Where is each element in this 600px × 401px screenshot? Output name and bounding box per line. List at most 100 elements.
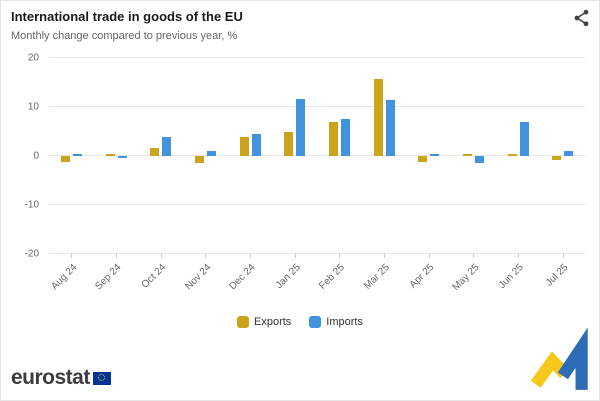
bar-exports-may-25	[462, 154, 472, 156]
bar-imports-aug-24	[72, 154, 82, 156]
bar-exports-jan-25	[284, 132, 294, 156]
x-tick-label: Jun 25	[496, 262, 526, 292]
bar-group-oct-24	[138, 58, 183, 254]
x-tick-cell: Dec 24	[228, 254, 273, 308]
x-tick-mark	[384, 254, 386, 258]
bar-imports-nov-24	[206, 150, 216, 156]
y-tick-label: -10	[24, 199, 39, 211]
share-icon	[574, 9, 588, 27]
gridline	[49, 204, 585, 205]
x-tick-mark	[250, 254, 252, 258]
x-tick-label: Feb 25	[317, 262, 348, 292]
bar-imports-dec-24	[251, 133, 261, 156]
bar-exports-apr-25	[418, 156, 428, 162]
x-tick-cell: Apr 25	[406, 254, 451, 308]
y-tick-label: -20	[24, 248, 39, 260]
bar-exports-jul-25	[552, 156, 562, 161]
x-tick-mark	[339, 254, 341, 258]
x-tick-mark	[562, 254, 564, 258]
bar-exports-nov-24	[194, 156, 204, 163]
bar-exports-aug-24	[60, 156, 70, 163]
bar-group-may-25	[451, 58, 496, 254]
y-tick-label: 10	[27, 101, 39, 113]
x-tick-cell: May 25	[450, 254, 496, 308]
eu-flag-icon	[92, 371, 111, 385]
x-tick-mark	[473, 254, 475, 258]
y-tick-label: 0	[33, 150, 39, 162]
x-tick-cell: Oct 24	[138, 254, 183, 308]
x-tick-label: Aug 24	[48, 262, 80, 293]
bar-exports-sep-24	[105, 153, 115, 156]
x-tick-label: May 25	[450, 262, 482, 293]
x-tick-mark	[71, 254, 73, 258]
bar-group-aug-24	[49, 58, 94, 254]
share-button[interactable]	[570, 7, 592, 29]
bar-group-jan-25	[272, 58, 317, 254]
chart-header: International trade in goods of the EU M…	[11, 9, 559, 42]
x-tick-label: Jan 25	[273, 262, 303, 292]
x-tick-cell: Nov 24	[183, 254, 228, 308]
x-tick-label: Mar 25	[362, 262, 392, 292]
eu-stars-icon	[97, 374, 105, 381]
bar-imports-oct-24	[162, 136, 172, 156]
legend: Exports Imports	[1, 316, 599, 328]
bar-imports-may-25	[474, 156, 484, 164]
chart-title: International trade in goods of the EU	[11, 9, 243, 24]
gridline	[49, 253, 585, 254]
x-tick-label: Sep 24	[93, 262, 124, 293]
bar-exports-dec-24	[239, 136, 249, 156]
bar-exports-oct-24	[150, 148, 160, 156]
legend-item-exports[interactable]: Exports	[237, 316, 291, 328]
x-tick-label: Nov 24	[182, 262, 214, 293]
x-tick-cell: Sep 24	[94, 254, 139, 308]
legend-label: Exports	[254, 316, 292, 328]
x-tick-cell: Aug 24	[49, 254, 94, 308]
chart-subtitle: Monthly change compared to previous year…	[11, 30, 238, 42]
bar-group-mar-25	[362, 58, 407, 254]
bar-group-apr-25	[406, 58, 451, 254]
bar-group-jul-25	[540, 58, 585, 254]
bar-group-nov-24	[183, 58, 228, 254]
bar-imports-jun-25	[519, 122, 529, 156]
bar-group-sep-24	[94, 58, 139, 254]
x-axis: Aug 24 Sep 24 Oct 24 Nov 24 Dec 24 Jan 25 Feb …	[49, 254, 585, 308]
x-tick-label: Jul 25	[543, 262, 571, 289]
bar-imports-feb-25	[340, 119, 350, 156]
legend-label: Imports	[326, 316, 363, 328]
x-tick-mark	[205, 254, 207, 258]
x-tick-mark	[518, 254, 520, 258]
x-tick-mark	[294, 254, 296, 258]
legend-swatch-exports	[237, 316, 249, 328]
x-tick-cell: Jul 25	[540, 254, 585, 308]
x-tick-mark	[428, 254, 430, 258]
eurostat-wordmark: eurostat	[11, 366, 90, 389]
bar-imports-apr-25	[430, 153, 440, 156]
bar-imports-mar-25	[385, 100, 395, 156]
gridline	[49, 155, 585, 156]
gridline	[49, 106, 585, 107]
bar-exports-jun-25	[507, 153, 517, 156]
y-axis: 20 10 0 -10 -20	[11, 53, 41, 260]
eurostat-logo: eurostat	[11, 366, 111, 390]
x-tick-label: Apr 25	[407, 262, 437, 291]
x-tick-cell: Mar 25	[362, 254, 407, 308]
x-tick-mark	[116, 254, 117, 258]
plot-area	[49, 57, 585, 254]
bar-exports-feb-25	[328, 121, 338, 156]
bar-imports-sep-24	[117, 156, 127, 159]
gridline	[49, 57, 585, 58]
x-tick-label: Dec 24	[227, 262, 258, 293]
x-tick-cell: Jan 25	[272, 254, 317, 308]
legend-swatch-imports	[309, 316, 322, 328]
x-tick-mark	[160, 254, 162, 258]
bar-imports-jan-25	[296, 99, 306, 156]
bar-groups	[49, 58, 585, 254]
bar-exports-mar-25	[373, 78, 383, 156]
x-tick-cell: Feb 25	[317, 254, 362, 308]
bar-group-jun-25	[496, 58, 541, 254]
x-tick-label: Oct 24	[139, 262, 169, 291]
legend-item-imports[interactable]: Imports	[309, 316, 363, 328]
bar-imports-jul-25	[564, 150, 574, 156]
y-tick-label: 20	[27, 52, 39, 64]
